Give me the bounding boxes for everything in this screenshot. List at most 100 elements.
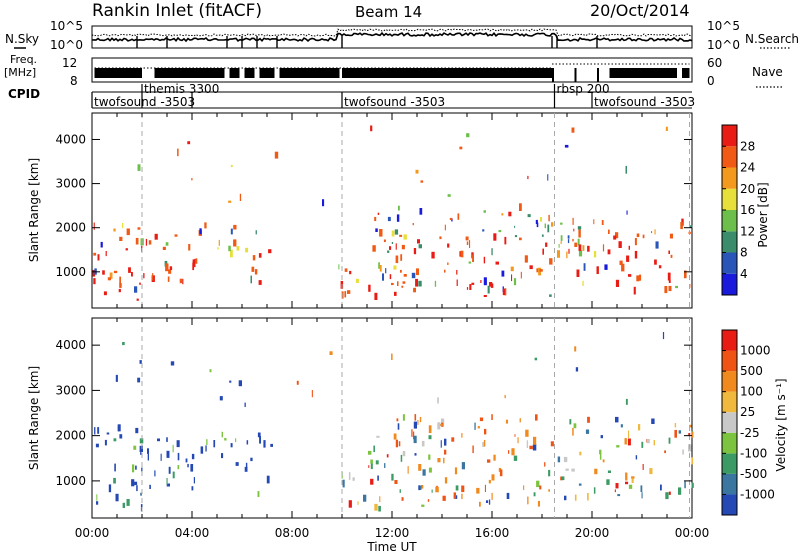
heat-cell [501,213,504,216]
heat-cell [529,265,533,270]
heat-cell [487,459,491,463]
heat-cell [567,239,570,244]
heat-cell [374,292,378,300]
heat-cell [614,489,616,493]
heat-cell [213,440,216,448]
heat-cell [533,492,536,497]
heat-cell [233,224,237,230]
heat-cell [654,259,657,265]
heat-cell [235,462,239,466]
heat-cell [165,242,169,246]
heat-cell [466,241,469,245]
heat-cell [431,489,433,493]
heat-cell [449,217,453,220]
heat-cell [376,435,380,438]
heat-cell [413,421,417,429]
heat-cell [296,380,299,385]
heat-cell [166,437,168,442]
heat-cell [322,199,325,207]
heat-cell [491,474,495,481]
heat-cell [440,440,442,448]
heat-cell [233,239,237,247]
heat-cell [635,455,638,460]
velocity-colorbar-label: Velocity [m s⁻¹] [774,378,788,471]
heat-cell [373,445,375,453]
colorbar-tick-label: 28 [740,139,755,153]
heat-cell [109,272,113,279]
heat-cell [100,241,103,248]
heat-cell [587,416,590,423]
heat-cell [363,494,367,502]
colorbar-cell [722,125,737,147]
heat-cell [217,247,219,250]
heat-cell [487,285,490,294]
freq-segment [244,68,255,78]
heat-cell [526,440,529,448]
heat-cell [477,426,480,429]
heat-cell [536,480,540,488]
heat-cell [583,263,586,271]
heat-cell [535,414,538,421]
heat-cell [132,464,135,473]
heat-cell [394,291,397,296]
heat-cell [573,423,577,429]
heat-cell [119,434,123,439]
heat-cell [209,369,212,373]
heat-cell [688,433,691,436]
heat-cell [579,451,582,456]
y-tick-label: 3000 [55,177,86,191]
heat-cell [573,228,575,232]
heat-cell [393,433,397,440]
heat-cell [177,452,180,461]
heat-cell [421,504,425,507]
heat-cell [251,266,255,272]
y-tick-label: 3000 [55,383,86,397]
velocity-axes: 1000 2000 3000 4000 [55,318,693,518]
heat-cell [514,434,516,437]
heat-cell [520,271,522,279]
heat-cell [145,238,148,246]
x-tick-label: 04:00 [175,526,210,540]
heat-cell [418,464,422,471]
heat-cell [147,453,149,461]
heat-cell [544,462,546,467]
x-axis-label: Time UT [366,540,417,554]
velocity-heatmap [94,332,694,512]
heat-cell [125,248,128,251]
heat-cell [493,454,496,461]
heat-cell [491,248,493,256]
heat-cell [633,286,636,295]
heat-cell [102,270,105,275]
heat-cell [533,436,537,445]
x-tick-label: 08:00 [275,526,310,540]
heat-cell [92,269,96,277]
heat-cell [602,244,605,252]
heat-cell [414,414,417,421]
nsky-traces [91,28,693,48]
heat-cell [691,431,694,438]
heat-cell [122,223,124,229]
heat-cell [548,489,550,492]
freq-tick [597,68,599,82]
colorbar-cell [722,252,737,274]
heat-cell [469,284,472,290]
heat-cell [491,492,493,500]
heat-cell [488,499,491,505]
heat-cell [246,440,249,445]
heat-cell [93,278,96,285]
heat-cell [550,441,554,447]
heat-cell [447,194,451,197]
heat-cell [674,423,677,428]
heat-cell [444,477,448,484]
heat-cell [195,258,198,264]
heat-cell [577,238,580,246]
nsearch-tick-top: 10^5 [707,19,740,33]
heat-cell [268,249,272,254]
heat-cell [660,484,662,491]
heat-cell [170,361,175,366]
heat-cell [419,485,422,490]
heat-cell [566,251,568,259]
colorbar-tick-label: 100 [740,385,763,399]
heat-cell [368,284,371,292]
heat-cell [379,229,383,237]
